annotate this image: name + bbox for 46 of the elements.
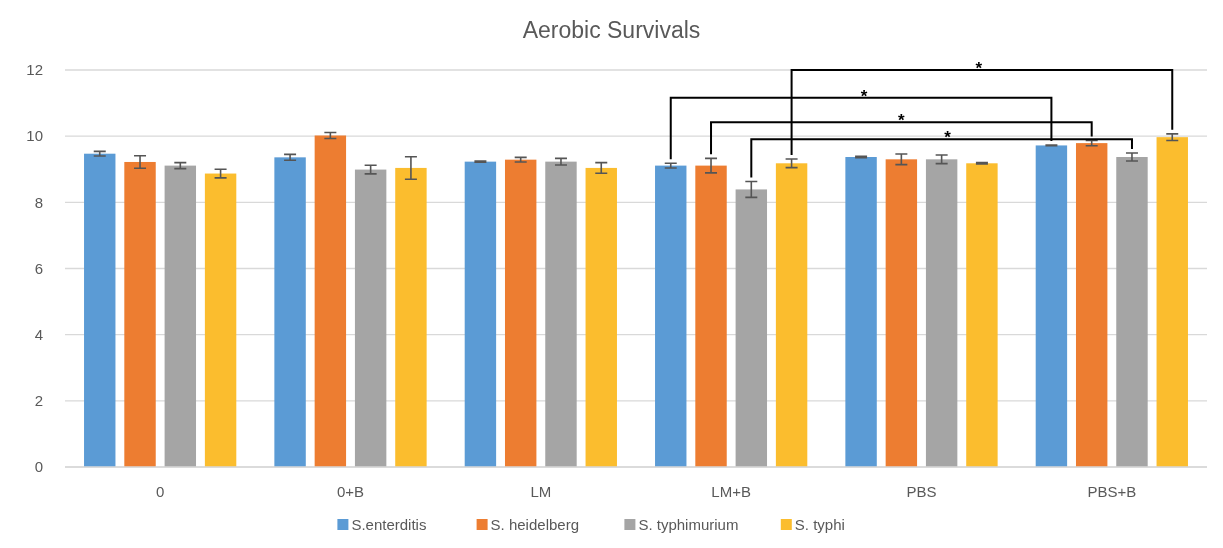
- bar: [274, 157, 306, 467]
- bar: [545, 161, 577, 467]
- y-tick-label: 0: [34, 458, 43, 476]
- x-tick-label: 0: [155, 483, 165, 500]
- bar: [925, 159, 958, 467]
- bar: [1075, 143, 1108, 467]
- legend-label: S. typhimurium: [638, 516, 739, 533]
- y-tick-label: 10: [26, 127, 43, 145]
- annotation: *: [944, 128, 952, 148]
- bar: [314, 135, 347, 467]
- bar: [464, 161, 497, 467]
- bar: [885, 159, 918, 467]
- y-tick-label: 8: [34, 193, 43, 211]
- x-tick-label: 0+B: [336, 483, 365, 500]
- y-tick-label: 4: [34, 325, 43, 343]
- y-tick-label: 2: [34, 392, 43, 410]
- bar: [655, 165, 687, 467]
- bar: [395, 167, 427, 467]
- x-tick-label: LM: [530, 483, 552, 500]
- x-tick-label: PBS: [906, 483, 937, 500]
- x-tick-label: LM+B: [711, 483, 751, 500]
- bar: [775, 163, 808, 467]
- x-tick-label: PBS+B: [1087, 483, 1137, 500]
- bar: [585, 167, 617, 467]
- annotation: *: [860, 86, 868, 106]
- bar: [124, 161, 156, 467]
- chart-title: Aerobic Survivals: [522, 17, 701, 43]
- bar: [1116, 157, 1148, 467]
- bar: [695, 165, 727, 467]
- annotation: *: [898, 111, 906, 131]
- annotation: *: [975, 59, 983, 78]
- bar: [204, 173, 237, 467]
- y-tick-label: 6: [34, 259, 43, 277]
- legend-label: S. heidelberg: [490, 516, 580, 533]
- bar: [735, 189, 768, 467]
- legend-label: S. typhi: [794, 516, 845, 533]
- bar: [1035, 145, 1068, 467]
- bar: [1156, 137, 1188, 467]
- bar: [845, 157, 877, 467]
- bar: [354, 169, 387, 467]
- bar: [966, 163, 998, 467]
- bar: [84, 153, 116, 467]
- legend-label: S.enterditis: [351, 516, 427, 533]
- bar: [164, 165, 197, 467]
- y-tick-label: 12: [26, 61, 43, 79]
- bar: [504, 159, 537, 467]
